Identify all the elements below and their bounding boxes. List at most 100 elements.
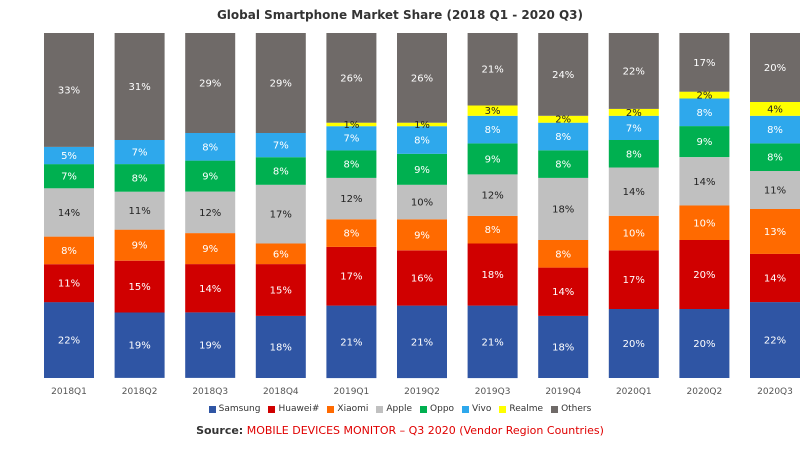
bar-segment-xiaomi-2020q3 — [750, 209, 800, 254]
bar-segment-apple-2019q3 — [467, 174, 518, 216]
bar-segment-apple-2020q3 — [750, 171, 800, 209]
bar-segment-oppo-2018q1 — [44, 164, 94, 189]
data-label-oppo-2019q1: 8% — [343, 160, 359, 171]
data-label-others-2019q1: 26% — [340, 73, 362, 84]
bar-segment-xiaomi-2019q2 — [397, 219, 447, 251]
data-label-apple-2018q3: 12% — [199, 208, 221, 219]
bar-segment-samsung-2018q4 — [255, 315, 306, 378]
bar-segment-xiaomi-2018q3 — [185, 233, 236, 265]
bar-segment-others-2018q1 — [44, 33, 94, 147]
chart-title: Global Smartphone Market Share (2018 Q1 … — [216, 8, 584, 22]
bar-segment-xiaomi-2020q1 — [608, 215, 659, 251]
data-label-xiaomi-2019q4: 8% — [555, 249, 571, 260]
legend-swatch — [208, 405, 216, 413]
bar-segment-others-2020q2 — [679, 33, 730, 92]
data-label-vivo-2018q2: 7% — [132, 148, 148, 159]
bar-segment-vivo-2020q3 — [750, 115, 800, 144]
bar-segment-apple-2018q3 — [185, 191, 236, 234]
data-label-samsung-2019q1: 21% — [340, 337, 362, 348]
bar-segment-oppo-2020q3 — [750, 143, 800, 171]
bar-segment-others-2019q2 — [397, 33, 447, 123]
legend-item-others: Others — [551, 404, 591, 415]
data-label-oppo-2019q2: 9% — [414, 165, 430, 176]
bar-segment-oppo-2019q3 — [467, 143, 518, 175]
data-label-others-2019q3: 21% — [481, 65, 503, 76]
bar-segment-vivo-2018q3 — [185, 133, 236, 161]
bar-segment-vivo-2019q1 — [326, 126, 377, 151]
bar-segment-realme-2019q2 — [397, 122, 447, 127]
data-label-vivo-2019q4: 8% — [555, 132, 571, 143]
data-label-xiaomi-2019q3: 8% — [485, 225, 501, 236]
bars-layer — [44, 33, 800, 379]
bar-segment-realme-2019q1 — [326, 122, 377, 127]
data-label-others-2020q3: 20% — [764, 63, 786, 74]
bar-segment-xiaomi-2018q1 — [44, 236, 94, 265]
data-label-others-2018q2: 31% — [128, 82, 150, 93]
data-label-huawei-2018q3: 14% — [199, 284, 221, 295]
data-label-vivo-2020q2: 8% — [696, 108, 712, 119]
legend-label: Vivo — [472, 404, 492, 414]
data-label-xiaomi-2019q1: 8% — [343, 229, 359, 240]
bar-segment-oppo-2018q3 — [185, 160, 236, 192]
bar-segment-apple-2020q1 — [608, 167, 659, 216]
chart-legend: Samsung Huawei# Xiaomi Apple Oppo Vivo Realme O… — [0, 404, 800, 415]
bar-segment-vivo-2018q4 — [255, 133, 306, 158]
bar-segment-vivo-2019q4 — [538, 122, 589, 151]
bar-segment-huawei-2018q2 — [114, 260, 165, 313]
data-label-samsung-2019q2: 21% — [411, 337, 433, 348]
data-label-realme-2019q1: 1% — [343, 120, 359, 131]
data-label-oppo-2020q3: 8% — [767, 153, 783, 164]
bar-segment-apple-2019q1 — [326, 177, 377, 220]
data-label-samsung-2018q1: 22% — [58, 336, 80, 347]
bar-segment-samsung-2019q4 — [538, 315, 589, 378]
bar-segment-samsung-2018q3 — [185, 312, 236, 378]
legend-swatch — [376, 405, 384, 413]
data-label-realme-2020q3: 4% — [767, 104, 783, 115]
data-label-huawei-2018q4: 15% — [270, 286, 292, 297]
bar-segment-xiaomi-2019q3 — [467, 215, 518, 244]
bar-segment-realme-2020q2 — [679, 91, 730, 99]
x-tick-label-2020q3: 2020Q3 — [757, 387, 793, 397]
segment-labels-layer: 22% 11% 8% 14% 7% 5% 33% 19% 15% 9% 11% 8% 7% 31% 19% 1… — [58, 58, 786, 354]
data-label-oppo-2018q1: 7% — [61, 172, 77, 183]
bar-segment-samsung-2018q1 — [44, 302, 94, 378]
bar-segment-huawei-2020q2 — [679, 240, 730, 309]
x-tick-label-2018q2: 2018Q2 — [122, 387, 158, 397]
data-label-huawei-2019q1: 17% — [340, 272, 362, 283]
data-label-xiaomi-2018q4: 6% — [273, 249, 289, 260]
data-label-apple-2019q3: 12% — [481, 191, 503, 202]
source-text: MOBILE DEVICES MONITOR – Q3 2020 (Vendor… — [246, 424, 604, 437]
bar-segment-vivo-2019q2 — [397, 126, 447, 154]
legend-label: Xiaomi — [337, 404, 369, 414]
legend-swatch — [327, 405, 335, 413]
bar-segment-oppo-2018q4 — [255, 157, 306, 185]
data-label-xiaomi-2019q2: 9% — [414, 230, 430, 241]
data-label-others-2018q4: 29% — [270, 79, 292, 90]
legend-label: Oppo — [430, 404, 455, 414]
data-label-huawei-2019q4: 14% — [552, 287, 574, 298]
bar-segment-samsung-2019q3 — [467, 305, 518, 379]
data-label-vivo-2020q1: 7% — [626, 123, 642, 134]
data-label-oppo-2020q1: 8% — [626, 149, 642, 160]
bar-segment-apple-2019q2 — [397, 184, 447, 220]
data-label-apple-2019q1: 12% — [340, 194, 362, 205]
legend-item-realme: Realme — [499, 404, 543, 415]
bar-segment-vivo-2020q2 — [679, 98, 730, 127]
bar-segment-oppo-2019q2 — [397, 153, 447, 185]
bar-segment-apple-2018q1 — [44, 188, 94, 237]
bar-segment-oppo-2020q2 — [679, 126, 730, 158]
data-label-huawei-2019q3: 18% — [481, 270, 503, 281]
bar-segment-samsung-2020q3 — [750, 302, 800, 378]
legend-swatch — [420, 405, 428, 413]
legend-swatch — [499, 405, 507, 413]
data-label-others-2018q3: 29% — [199, 79, 221, 90]
legend-swatch — [462, 405, 470, 413]
bar-segment-realme-2020q3 — [750, 102, 800, 116]
bar-segment-vivo-2018q2 — [114, 139, 165, 165]
data-label-vivo-2019q2: 8% — [414, 136, 430, 147]
x-axis-ticks: 2018Q1 2018Q2 2018Q3 2018Q4 2019Q1 2019Q2 2019… — [51, 387, 793, 397]
x-tick-label-2020q2: 2020Q2 — [687, 387, 723, 397]
data-label-oppo-2019q4: 8% — [555, 160, 571, 171]
legend-item-xiaomi: Xiaomi — [327, 404, 368, 415]
